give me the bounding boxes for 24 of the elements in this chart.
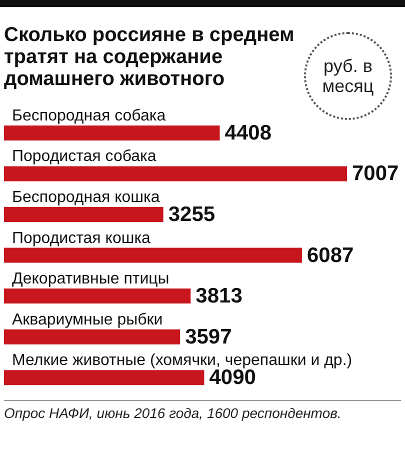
text: Опрос НАФИ, июнь 2016 года, 1600 респондентов. xyxy=(4,400,401,422)
data-label: 4408 xyxy=(224,121,272,144)
y-tick-label: Мелкие животные (хомячки, черепашки и др.) xyxy=(12,352,352,370)
bar xyxy=(4,370,204,386)
data-label: 3255 xyxy=(168,203,216,226)
y-tick-label: Аквариумные рыбки xyxy=(12,311,163,328)
bar xyxy=(4,288,191,304)
chart-title: Сколько россияне в среднем тратят на содержание домашнего животного xyxy=(4,24,296,90)
y-tick-label: Беспородная собака xyxy=(12,107,166,124)
data-label: 6087 xyxy=(306,244,354,267)
bar xyxy=(4,125,220,140)
data-label: 7007 xyxy=(352,162,399,186)
dotted-circle: руб. в месяц xyxy=(304,32,392,120)
bar xyxy=(4,166,347,182)
data-label: 3597 xyxy=(185,325,232,348)
y-tick-label: Декоративные птицы xyxy=(12,270,170,288)
annotation: руб. в месяц xyxy=(321,56,375,96)
y-tick-label: Беспородная кошка xyxy=(12,189,160,206)
y-tick-label: Породистая кошка xyxy=(12,230,151,247)
y-tick-label: Породистая собака xyxy=(12,148,156,166)
bar xyxy=(4,329,180,344)
bar xyxy=(4,207,164,222)
data-label: 3813 xyxy=(196,284,242,308)
bar xyxy=(4,248,302,263)
